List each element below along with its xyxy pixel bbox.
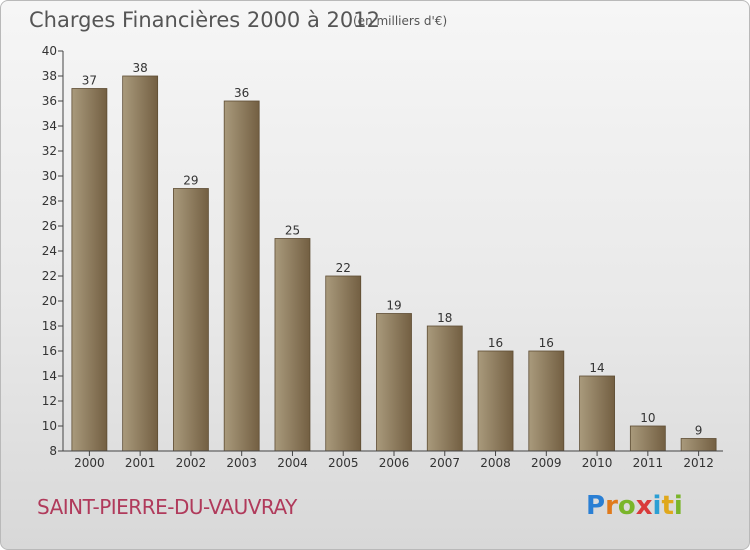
y-tick-label: 20 <box>42 294 57 308</box>
chart-title: Charges Financières 2000 à 2012 <box>29 8 380 32</box>
y-tick-label: 12 <box>42 394 57 408</box>
data-label-2011: 10 <box>640 411 655 425</box>
bar-2003 <box>223 100 260 452</box>
bar-2002 <box>173 188 209 452</box>
y-tick-label: 14 <box>42 369 57 383</box>
logo-letter: r <box>605 491 618 521</box>
data-label-2004: 25 <box>285 224 300 238</box>
y-tick-label: 32 <box>42 144 57 158</box>
data-label-2012: 9 <box>695 424 703 438</box>
chart-subtitle: (en milliers d'€) <box>353 14 448 28</box>
x-tick-label-2011: 2011 <box>633 456 664 470</box>
x-tick-label-2004: 2004 <box>277 456 308 470</box>
bar-2009 <box>528 350 565 452</box>
data-label-2003: 36 <box>234 86 249 100</box>
x-tick-label-2000: 2000 <box>74 456 105 470</box>
commune-name: SAINT-PIERRE-DU-VAUVRAY <box>37 495 297 519</box>
bar-2011 <box>629 425 666 452</box>
data-label-2006: 19 <box>386 299 401 313</box>
data-label-2010: 14 <box>589 361 604 375</box>
bar-2007 <box>426 325 463 452</box>
logo-letter: P <box>586 491 606 521</box>
bar-2006 <box>376 313 412 452</box>
x-axis: 2000 2001 2002 2003 2004 2005 2006 2007 2008 2009… <box>63 450 723 470</box>
y-tick-label: 22 <box>42 269 57 283</box>
x-tick-label-2012: 2012 <box>683 456 714 470</box>
bars: 37 38 29 36 25 22 19 18 16 16 14 10 9 <box>71 61 717 452</box>
y-tick-label: 40 <box>42 44 57 58</box>
bar-2004 <box>274 238 311 452</box>
bar-2010 <box>579 375 615 452</box>
data-label-2007: 18 <box>437 311 452 325</box>
data-label-2008: 16 <box>488 336 503 350</box>
bar-2000 <box>71 88 108 452</box>
x-tick-label-2005: 2005 <box>328 456 359 470</box>
bar-2008 <box>477 350 514 452</box>
bar-2012 <box>680 438 717 452</box>
x-tick-label-2010: 2010 <box>582 456 613 470</box>
y-tick-label: 28 <box>42 194 57 208</box>
y-tick-label: 34 <box>42 119 57 133</box>
data-label-2001: 38 <box>133 61 148 75</box>
x-tick-label-2003: 2003 <box>226 456 257 470</box>
x-tick-label-2001: 2001 <box>125 456 156 470</box>
x-tick-label-2007: 2007 <box>429 456 460 470</box>
y-tick-label: 30 <box>42 169 57 183</box>
y-tick-label: 18 <box>42 319 57 333</box>
data-label-2002: 29 <box>183 174 198 188</box>
y-tick-label: 38 <box>42 69 57 83</box>
x-tick-label-2008: 2008 <box>480 456 511 470</box>
x-tick-label-2009: 2009 <box>531 456 562 470</box>
logo-letter: t <box>661 491 674 521</box>
x-tick-label-2002: 2002 <box>176 456 207 470</box>
proxiti-logo: Proxiti <box>586 491 683 521</box>
logo-letter: i <box>673 491 683 521</box>
bar-2005 <box>325 275 362 452</box>
y-tick-label: 10 <box>42 419 57 433</box>
y-tick-label: 36 <box>42 94 57 108</box>
y-tick-label: 16 <box>42 344 57 358</box>
logo-letter: i <box>652 491 662 521</box>
y-axis: 8 10 12 14 16 18 20 22 24 26 28 30 32 34 36 38 40 <box>42 44 64 458</box>
y-tick-label: 26 <box>42 219 57 233</box>
x-tick-label-2006: 2006 <box>379 456 410 470</box>
data-label-2000: 37 <box>82 74 97 88</box>
y-tick-label: 24 <box>42 244 57 258</box>
logo-letter: x <box>635 491 653 521</box>
data-label-2009: 16 <box>539 336 554 350</box>
data-label-2005: 22 <box>336 261 351 275</box>
y-tick-label: 8 <box>49 444 57 458</box>
bar-2001 <box>122 75 159 452</box>
logo-letter: o <box>617 491 636 521</box>
